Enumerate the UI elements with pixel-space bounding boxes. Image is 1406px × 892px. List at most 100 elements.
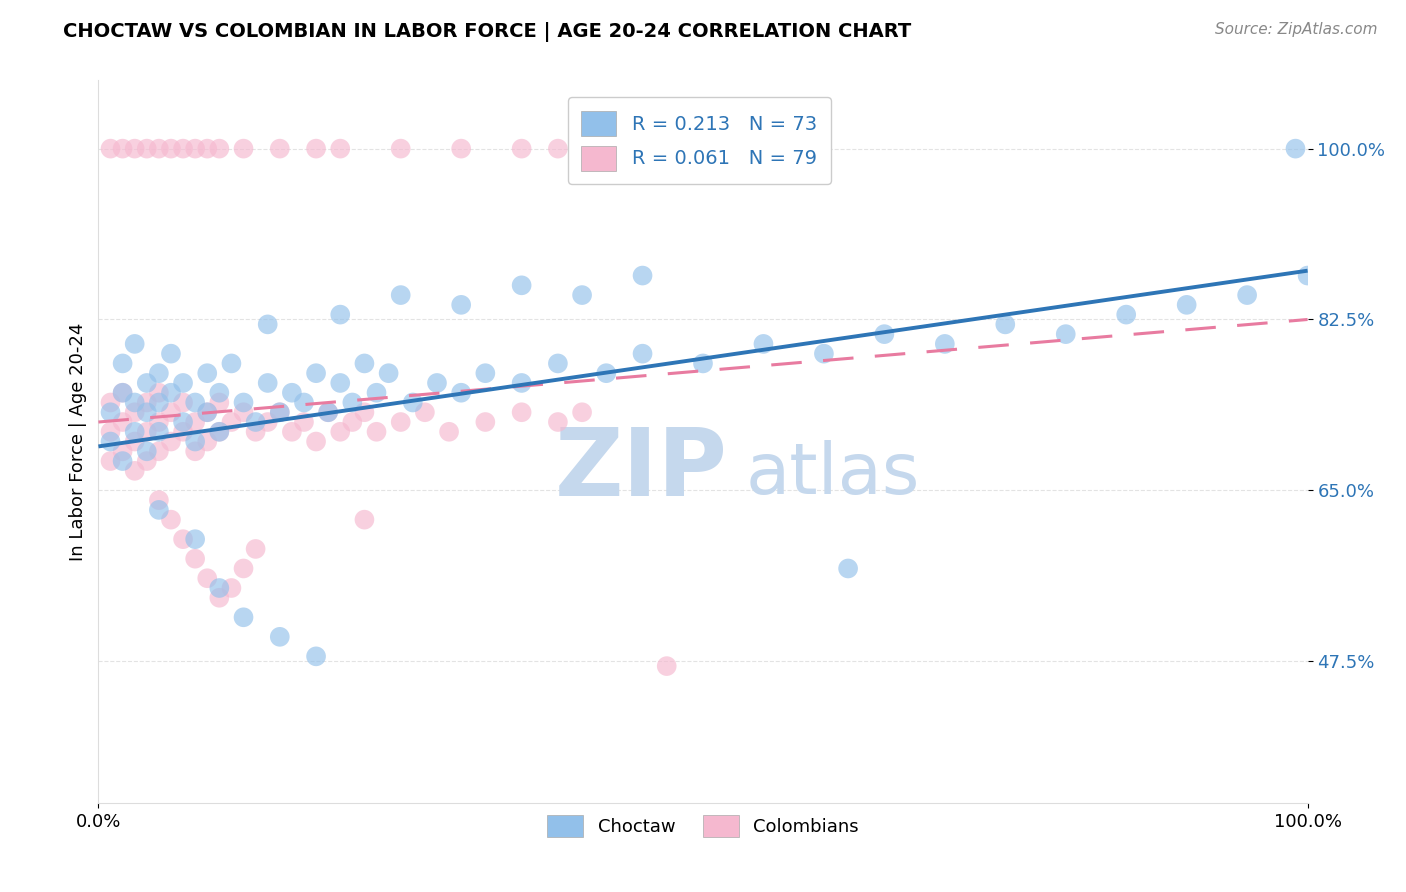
Colombians — [269, 405, 291, 419]
Colombians — [232, 142, 254, 156]
Choctaw — [111, 356, 134, 370]
Choctaw — [195, 366, 218, 380]
Colombians — [124, 142, 146, 156]
Choctaw — [232, 610, 254, 624]
Colombians — [208, 591, 231, 605]
Colombians — [353, 405, 375, 419]
Colombians — [208, 395, 231, 409]
Colombians — [172, 425, 194, 439]
Text: CHOCTAW VS COLOMBIAN IN LABOR FORCE | AGE 20-24 CORRELATION CHART: CHOCTAW VS COLOMBIAN IN LABOR FORCE | AG… — [63, 22, 911, 42]
Colombians — [184, 551, 207, 566]
Colombians — [195, 434, 218, 449]
Colombians — [184, 444, 207, 458]
Colombians — [655, 659, 678, 673]
Colombians — [148, 415, 170, 429]
Choctaw — [148, 395, 170, 409]
Choctaw — [100, 434, 122, 449]
Choctaw — [450, 385, 472, 400]
Choctaw — [292, 395, 315, 409]
Choctaw — [631, 268, 654, 283]
Colombians — [389, 415, 412, 429]
Colombians — [100, 425, 122, 439]
Colombians — [172, 142, 194, 156]
Choctaw — [813, 346, 835, 360]
Colombians — [148, 142, 170, 156]
Choctaw — [160, 385, 183, 400]
Colombians — [195, 142, 218, 156]
Choctaw — [305, 366, 328, 380]
Choctaw — [547, 356, 569, 370]
Colombians — [208, 425, 231, 439]
Choctaw — [631, 346, 654, 360]
Colombians — [547, 415, 569, 429]
Colombians — [353, 513, 375, 527]
Colombians — [135, 425, 157, 439]
Colombians — [195, 571, 218, 585]
Choctaw — [450, 298, 472, 312]
Colombians — [232, 405, 254, 419]
Colombians — [148, 493, 170, 508]
Choctaw — [837, 561, 859, 575]
Colombians — [292, 415, 315, 429]
Choctaw — [389, 288, 412, 302]
Choctaw — [353, 356, 375, 370]
Colombians — [135, 142, 157, 156]
Choctaw — [366, 385, 388, 400]
Choctaw — [148, 366, 170, 380]
Y-axis label: In Labor Force | Age 20-24: In Labor Force | Age 20-24 — [69, 322, 87, 561]
Choctaw — [124, 425, 146, 439]
Choctaw — [135, 405, 157, 419]
Colombians — [329, 142, 352, 156]
Choctaw — [595, 366, 617, 380]
Colombians — [281, 425, 304, 439]
Choctaw — [269, 630, 291, 644]
Choctaw — [100, 405, 122, 419]
Colombians — [269, 142, 291, 156]
Colombians — [256, 415, 278, 429]
Choctaw — [934, 337, 956, 351]
Choctaw — [184, 395, 207, 409]
Choctaw — [135, 376, 157, 390]
Choctaw — [510, 278, 533, 293]
Colombians — [245, 541, 267, 556]
Colombians — [342, 415, 364, 429]
Colombians — [100, 454, 122, 468]
Colombians — [124, 464, 146, 478]
Colombians — [232, 561, 254, 575]
Colombians — [366, 425, 388, 439]
Colombians — [100, 395, 122, 409]
Colombians — [124, 434, 146, 449]
Choctaw — [184, 434, 207, 449]
Colombians — [571, 142, 593, 156]
Choctaw — [329, 376, 352, 390]
Choctaw — [1284, 142, 1306, 156]
Choctaw — [269, 405, 291, 419]
Choctaw — [377, 366, 399, 380]
Choctaw — [474, 366, 496, 380]
Choctaw — [994, 318, 1017, 332]
Colombians — [389, 142, 412, 156]
Colombians — [245, 425, 267, 439]
Choctaw — [208, 385, 231, 400]
Colombians — [195, 405, 218, 419]
Choctaw — [510, 376, 533, 390]
Colombians — [148, 444, 170, 458]
Colombians — [172, 532, 194, 546]
Colombians — [160, 142, 183, 156]
Choctaw — [692, 356, 714, 370]
Choctaw — [111, 385, 134, 400]
Text: Source: ZipAtlas.com: Source: ZipAtlas.com — [1215, 22, 1378, 37]
Choctaw — [281, 385, 304, 400]
Choctaw — [1296, 268, 1319, 283]
Colombians — [413, 405, 436, 419]
Colombians — [172, 395, 194, 409]
Colombians — [316, 405, 339, 419]
Choctaw — [873, 327, 896, 342]
Choctaw — [124, 395, 146, 409]
Colombians — [305, 434, 328, 449]
Colombians — [571, 405, 593, 419]
Colombians — [450, 142, 472, 156]
Colombians — [111, 142, 134, 156]
Choctaw — [256, 318, 278, 332]
Choctaw — [305, 649, 328, 664]
